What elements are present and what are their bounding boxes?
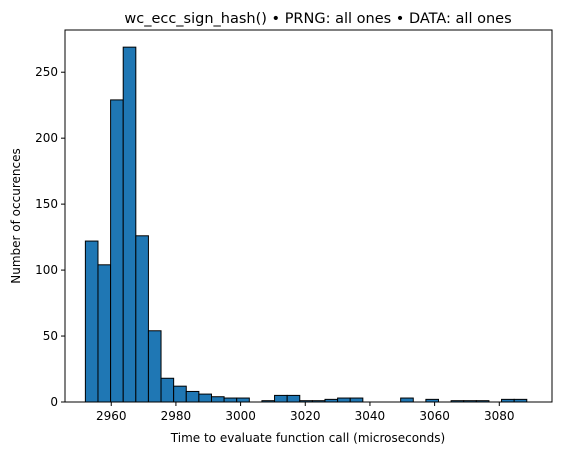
y-tick-label: 50 (43, 329, 58, 343)
histogram-bar (122, 46, 137, 403)
y-tick-label: 250 (35, 65, 58, 79)
bars-group (84, 46, 528, 403)
y-tick-label: 200 (35, 131, 58, 145)
x-axis-label: Time to evaluate function call (microsec… (170, 431, 445, 445)
histogram-bar (160, 377, 175, 403)
y-tick-label: 0 (50, 395, 58, 409)
histogram-bar (286, 394, 301, 403)
histogram-bar (135, 235, 149, 403)
histogram-bar (147, 330, 162, 403)
x-axis-ticks: 2960 2980 3000 3020 3040 3060 3080 (96, 402, 515, 423)
x-tick-label: 3000 (225, 409, 256, 423)
y-axis-label: Number of occurences (9, 148, 23, 283)
histogram-bar (274, 394, 288, 403)
histogram-bar (337, 397, 351, 403)
histogram-bar (236, 397, 250, 403)
x-tick-label: 3060 (419, 409, 450, 423)
histogram-bar (110, 99, 124, 403)
x-tick-label: 3020 (290, 409, 321, 423)
x-tick-label: 3080 (484, 409, 515, 423)
x-tick-label: 2960 (96, 409, 127, 423)
histogram-bar (84, 240, 99, 403)
histogram-bar (173, 385, 187, 403)
histogram-bar (223, 397, 238, 403)
y-tick-label: 100 (35, 263, 58, 277)
histogram-bar (400, 397, 414, 403)
x-tick-label: 3040 (355, 409, 386, 423)
histogram-bar (97, 264, 112, 403)
histogram-bar (185, 390, 200, 403)
chart-title: wc_ecc_sign_hash() • PRNG: all ones • DA… (124, 11, 511, 27)
plot-frame (64, 29, 553, 403)
histogram-bar (349, 397, 364, 403)
y-axis-ticks: 0 50 100 150 200 250 (35, 65, 65, 409)
histogram-bar (198, 393, 212, 403)
histogram-bar (210, 396, 225, 403)
y-tick-label: 150 (35, 197, 58, 211)
x-tick-label: 2980 (161, 409, 192, 423)
